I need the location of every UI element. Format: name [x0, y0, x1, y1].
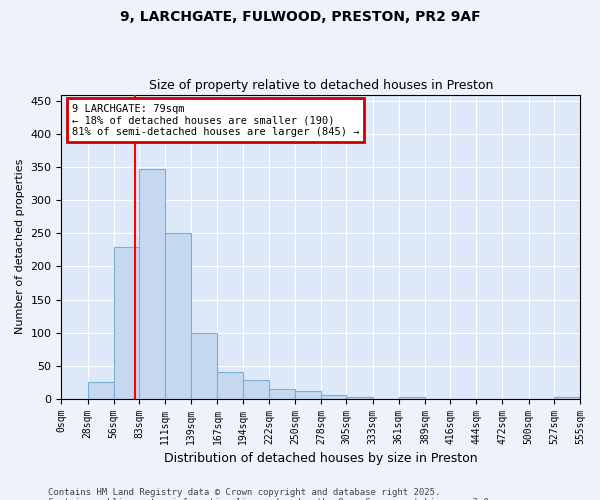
Bar — [165, 234, 191, 398]
Y-axis label: Number of detached properties: Number of detached properties — [15, 159, 25, 334]
Bar — [191, 332, 217, 398]
Bar — [321, 396, 346, 398]
Bar — [346, 396, 373, 398]
Bar — [295, 391, 321, 398]
Text: 9 LARCHGATE: 79sqm
← 18% of detached houses are smaller (190)
81% of semi-detach: 9 LARCHGATE: 79sqm ← 18% of detached hou… — [72, 104, 359, 137]
Title: Size of property relative to detached houses in Preston: Size of property relative to detached ho… — [149, 79, 493, 92]
Bar — [88, 382, 114, 398]
Bar — [139, 168, 165, 398]
Text: 9, LARCHGATE, FULWOOD, PRESTON, PR2 9AF: 9, LARCHGATE, FULWOOD, PRESTON, PR2 9AF — [119, 10, 481, 24]
Bar — [242, 380, 269, 398]
Bar — [269, 389, 295, 398]
Bar — [217, 372, 242, 398]
Text: Contains public sector information licensed under the Open Government Licence v3: Contains public sector information licen… — [48, 498, 494, 500]
Text: Contains HM Land Registry data © Crown copyright and database right 2025.: Contains HM Land Registry data © Crown c… — [48, 488, 440, 497]
Bar — [114, 246, 139, 398]
X-axis label: Distribution of detached houses by size in Preston: Distribution of detached houses by size … — [164, 452, 478, 465]
